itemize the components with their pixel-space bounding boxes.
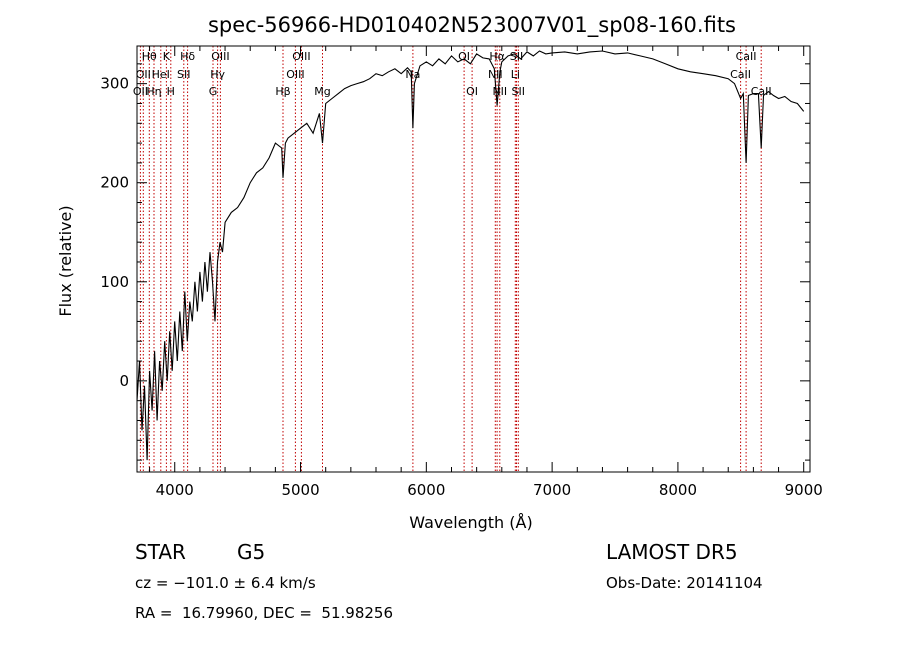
spectral-line-label: SII xyxy=(177,68,190,81)
survey-name: LAMOST DR5 xyxy=(606,540,738,564)
spectrum-line xyxy=(136,50,805,461)
spectral-line-label: OI xyxy=(466,85,478,98)
y-tick-label: 100 xyxy=(100,273,129,291)
x-tick-label: 9000 xyxy=(785,481,823,499)
obs-date-text: Obs-Date: 20141104 xyxy=(606,574,763,592)
spectral-line-label: Hδ xyxy=(180,50,195,63)
x-tick-label: 5000 xyxy=(281,481,319,499)
spectral-subclass: G5 xyxy=(237,540,266,564)
spectral-line-label: NII xyxy=(492,85,507,98)
y-axis: 0 100 200 300 xyxy=(100,63,810,461)
chart-title: spec-56966-HD010402N523007V01_sp08-160.f… xyxy=(208,13,736,38)
y-tick-label: 200 xyxy=(100,174,129,192)
spectral-line-label: H xyxy=(167,85,175,98)
spectral-line-label: CaII xyxy=(730,68,751,81)
spectral-line-label: SII xyxy=(512,85,525,98)
x-axis-label: Wavelength (Å) xyxy=(409,513,532,532)
object-class: STAR xyxy=(135,540,186,564)
redshift-text: cz = −101.0 ± 6.4 km/s xyxy=(135,574,316,592)
spectral-line-label: Hα xyxy=(489,50,505,63)
spectral-line-label: SII xyxy=(510,50,523,63)
x-axis: 4000 5000 6000 7000 8000 9000 xyxy=(149,46,823,499)
spectral-line-label: OI xyxy=(458,50,470,63)
spectral-line-label: Hγ xyxy=(210,68,225,81)
plot-frame xyxy=(136,45,811,473)
spectral-line-label: HeI xyxy=(152,68,170,81)
spectral-line-label: OIII xyxy=(211,50,229,63)
y-axis-label: Flux (relative) xyxy=(56,205,75,316)
spectral-line-label: OIII xyxy=(292,50,310,63)
x-tick-label: 6000 xyxy=(407,481,445,499)
spectral-line-label: CaII xyxy=(751,85,772,98)
spectral-line-label: CaII xyxy=(736,50,757,63)
x-tick-label: 7000 xyxy=(533,481,571,499)
spectral-line-label: Hβ xyxy=(275,85,290,98)
spectral-line-label: OII xyxy=(136,68,151,81)
spectral-line-label: G xyxy=(209,85,218,98)
coordinates-text: RA = 16.79960, DEC = 51.98256 xyxy=(135,604,394,622)
spectral-line-label: OIII xyxy=(286,68,304,81)
x-tick-label: 8000 xyxy=(659,481,697,499)
spectral-line-label: Hη xyxy=(146,85,161,98)
spectral-line-label: K xyxy=(163,50,171,63)
spectral-line-label: Mg xyxy=(314,85,330,98)
y-tick-label: 300 xyxy=(100,75,129,93)
x-tick-label: 4000 xyxy=(156,481,194,499)
spectral-line-label: Li xyxy=(511,68,520,81)
spectral-line-label: Hθ xyxy=(142,50,157,63)
spectral-line-markers xyxy=(139,46,762,472)
y-tick-label: 0 xyxy=(119,372,129,390)
